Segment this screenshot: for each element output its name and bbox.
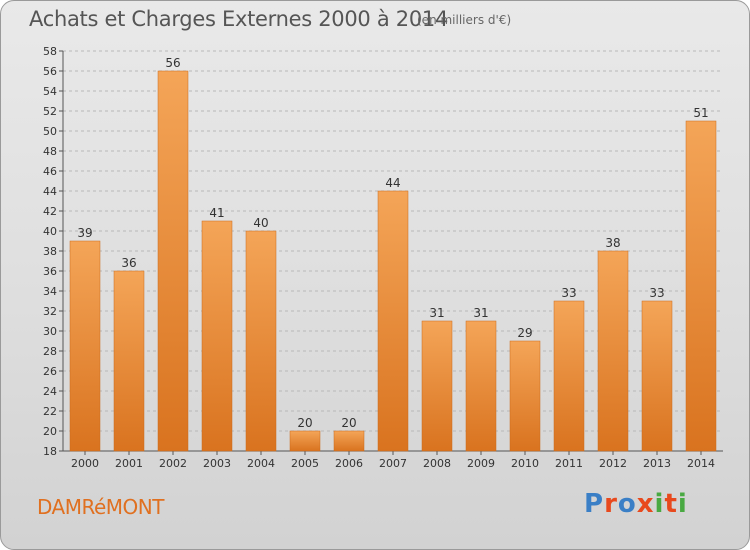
y-tick-label: 32 — [43, 305, 57, 318]
data-label-2004: 40 — [253, 216, 268, 230]
logo-letter: P — [584, 489, 605, 519]
x-tick-label-2004: 2004 — [247, 457, 275, 470]
x-tick-label-2011: 2011 — [555, 457, 583, 470]
chart-title: Achats et Charges Externes 2000 à 2014 — [29, 7, 449, 31]
x-tick-label-2009: 2009 — [467, 457, 495, 470]
y-tick-label: 28 — [43, 345, 57, 358]
y-tick-label: 46 — [43, 165, 57, 178]
x-tick-label-2006: 2006 — [335, 457, 363, 470]
x-tick-label-2003: 2003 — [203, 457, 231, 470]
data-label-2007: 44 — [385, 176, 400, 190]
bar-2005 — [289, 430, 321, 452]
bar-2007 — [377, 190, 409, 452]
labels: 39 2000 36 2001 56 2002 41 2003 40 2004 20 2005 20 20… — [71, 56, 715, 470]
bar-2012 — [597, 250, 629, 452]
x-tick-label-2001: 2001 — [115, 457, 143, 470]
bar-2004 — [245, 230, 277, 452]
logo-letter: o — [617, 489, 637, 519]
x-tick-label-2014: 2014 — [687, 457, 715, 470]
y-tick-label: 54 — [43, 85, 57, 98]
y-tick-label: 58 — [43, 45, 57, 58]
data-label-2011: 33 — [561, 286, 576, 300]
data-label-2008: 31 — [429, 306, 444, 320]
y-tick-label: 34 — [43, 285, 57, 298]
data-label-2014: 51 — [693, 106, 708, 120]
y-tick-label: 52 — [43, 105, 57, 118]
axes: 18 20 22 24 26 28 30 32 34 36 38 40 42 44 46 48 50 52 54 56… — [43, 45, 723, 458]
x-tick-label-2008: 2008 — [423, 457, 451, 470]
y-tick-label: 36 — [43, 265, 57, 278]
y-tick-label: 30 — [43, 325, 57, 338]
bar-2010 — [509, 340, 541, 452]
bar-2011 — [553, 300, 585, 452]
bar-2008 — [421, 320, 453, 452]
x-tick-label-2012: 2012 — [599, 457, 627, 470]
y-tick-label: 22 — [43, 405, 57, 418]
data-label-2001: 36 — [121, 256, 136, 270]
logo-letter: r — [604, 489, 618, 519]
bar-2001 — [113, 270, 145, 452]
x-tick-label-2000: 2000 — [71, 457, 99, 470]
y-tick-label: 40 — [43, 225, 57, 238]
x-tick-label-2013: 2013 — [643, 457, 671, 470]
y-tick-label: 56 — [43, 65, 57, 78]
data-label-2006: 20 — [341, 416, 356, 430]
chart-subtitle: (en milliers d'€) — [417, 13, 512, 27]
data-label-2012: 38 — [605, 236, 620, 250]
y-tick-label: 18 — [43, 445, 57, 458]
x-tick-label-2010: 2010 — [511, 457, 539, 470]
bar-2000 — [69, 240, 101, 452]
data-label-2013: 33 — [649, 286, 664, 300]
data-label-2005: 20 — [297, 416, 312, 430]
logo-letter: i — [654, 489, 665, 519]
y-tick-label: 38 — [43, 245, 57, 258]
data-label-2000: 39 — [77, 226, 92, 240]
y-tick-label: 44 — [43, 185, 57, 198]
logo-letter: i — [677, 489, 688, 519]
x-tick-label-2002: 2002 — [159, 457, 187, 470]
bar-2013 — [641, 300, 673, 452]
data-label-2010: 29 — [517, 326, 532, 340]
proxiti-logo[interactable]: Proxiti — [584, 489, 688, 519]
y-tick-label: 24 — [43, 385, 57, 398]
commune-name: DAMRéMONT — [37, 495, 164, 519]
y-tick-label: 42 — [43, 205, 57, 218]
logo-letter: t — [664, 489, 678, 519]
data-label-2003: 41 — [209, 206, 224, 220]
data-label-2009: 31 — [473, 306, 488, 320]
bars — [69, 70, 717, 452]
y-tick-label: 26 — [43, 365, 57, 378]
bar-2002 — [157, 70, 189, 452]
bar-2006 — [333, 430, 365, 452]
logo-letter: x — [636, 489, 655, 519]
y-tick-label: 48 — [43, 145, 57, 158]
x-tick-label-2005: 2005 — [291, 457, 319, 470]
y-tick-label: 50 — [43, 125, 57, 138]
y-tick-label: 20 — [43, 425, 57, 438]
bar-2009 — [465, 320, 497, 452]
bar-2014 — [685, 120, 717, 452]
bar-2003 — [201, 220, 233, 452]
x-tick-label-2007: 2007 — [379, 457, 407, 470]
data-label-2002: 56 — [165, 56, 180, 70]
